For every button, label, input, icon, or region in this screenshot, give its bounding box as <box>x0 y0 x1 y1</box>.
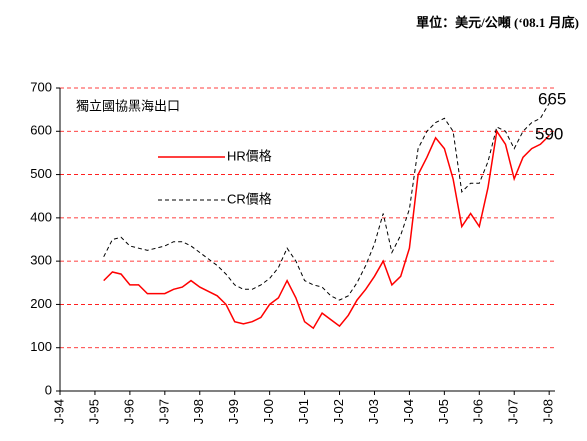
x-tick-label: J-97 <box>156 399 171 424</box>
x-tick-label: J-02 <box>331 399 346 424</box>
series-line <box>103 129 550 330</box>
x-tick-label: J-94 <box>51 399 66 424</box>
y-tick-label: 100 <box>30 339 52 354</box>
x-tick-label: J-98 <box>191 399 206 424</box>
legend-label: CR價格 <box>227 191 272 206</box>
x-tick-label: J-07 <box>506 399 521 424</box>
y-tick-label: 300 <box>30 253 52 268</box>
legend-label: HR價格 <box>227 148 272 163</box>
y-tick-label: 600 <box>30 123 52 138</box>
y-tick-label: 0 <box>45 382 52 397</box>
chart-title: 單位：美元/公噸 (‘08.1 月底) <box>416 15 579 30</box>
series-line <box>103 102 550 301</box>
y-tick-label: 400 <box>30 209 52 224</box>
annotation: 590 <box>535 124 563 143</box>
y-tick-label: 700 <box>30 79 52 94</box>
x-tick-label: J-00 <box>261 399 276 424</box>
y-tick-label: 200 <box>30 296 52 311</box>
y-tick-label: 500 <box>30 166 52 181</box>
annotation: 665 <box>538 89 566 108</box>
x-tick-label: J-01 <box>296 399 311 424</box>
x-tick-label: J-99 <box>226 399 241 424</box>
x-tick-label: J-05 <box>436 399 451 424</box>
x-tick-label: J-06 <box>471 399 486 424</box>
x-tick-label: J-04 <box>401 399 416 424</box>
x-tick-label: J-96 <box>121 399 136 424</box>
x-tick-label: J-03 <box>366 399 381 424</box>
x-tick-label: J-08 <box>541 399 556 424</box>
subtitle: 獨立國協黑海出口 <box>76 98 180 113</box>
x-tick-label: J-95 <box>86 399 101 424</box>
